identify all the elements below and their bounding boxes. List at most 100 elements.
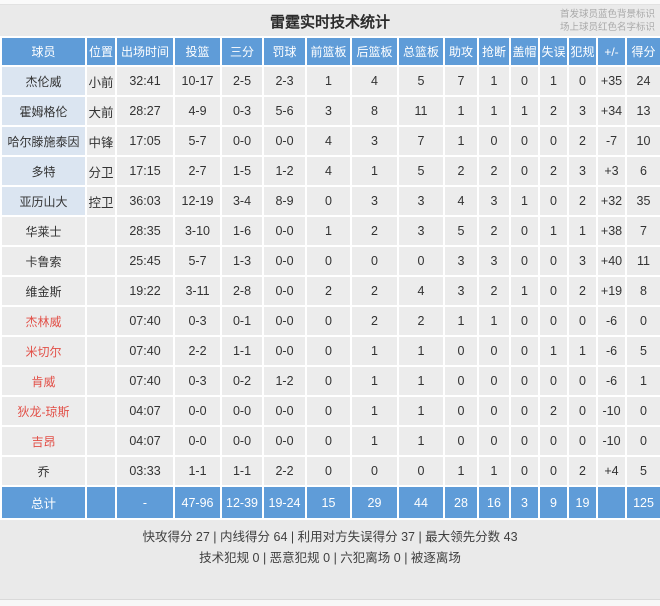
- stat-cell: 0: [350, 245, 399, 277]
- total-stat-cell: 44: [397, 485, 445, 520]
- column-header-11: 盖帽: [509, 36, 540, 67]
- stat-cell: 0: [305, 185, 352, 217]
- stat-cell: 0: [477, 395, 511, 427]
- stat-cell: 0: [567, 365, 598, 397]
- stat-cell: 3: [350, 125, 399, 157]
- stat-cell: 0-0: [262, 425, 307, 457]
- stat-cell: 1: [443, 455, 479, 487]
- stat-cell: 0: [443, 335, 479, 367]
- total-stat-cell: [85, 485, 117, 520]
- stat-cell: 2: [538, 95, 569, 127]
- stat-cell: 1: [350, 155, 399, 187]
- stat-cell: 0: [443, 425, 479, 457]
- stat-cell: 1: [443, 125, 479, 157]
- box-score-table: 球员 位置 出场时间 投篮 三分 罚球 前篮板 后篮板 总篮板 助攻 抢断 盖帽 失误 犯规 +/- 得分 杰…: [0, 36, 660, 520]
- stat-cell: 36:03: [115, 185, 175, 217]
- stat-cell: 0: [509, 455, 540, 487]
- player-row: 狄龙-琼斯 04:07 0-0 0-0 0-0 0 1 1 0 0 0 2 0 -10 0: [0, 395, 660, 427]
- stat-cell: 3: [305, 95, 352, 127]
- stat-cell: 07:40: [115, 365, 175, 397]
- stat-cell: +3: [596, 155, 627, 187]
- stat-cell: 7: [397, 125, 445, 157]
- stat-cell: 28:27: [115, 95, 175, 127]
- stat-cell: 0: [538, 185, 569, 217]
- stat-cell: 12-19: [173, 185, 222, 217]
- stat-cell: 0: [443, 395, 479, 427]
- stat-cell: 0: [305, 395, 352, 427]
- stat-cell: 0: [477, 365, 511, 397]
- stat-cell: 3: [443, 245, 479, 277]
- stat-cell: 0: [509, 305, 540, 337]
- stat-cell: +19: [596, 275, 627, 307]
- stat-cell: 0: [538, 455, 569, 487]
- stat-cell: 0: [625, 425, 660, 457]
- stat-cell: 5-7: [173, 125, 222, 157]
- player-row: 霍姆格伦 大前 28:27 4-9 0-3 5-6 3 8 11 1 1 1 2 3 +34 13: [0, 95, 660, 127]
- player-row: 亚历山大 控卫 36:03 12-19 3-4 8-9 0 3 3 4 3 1 0 2 +32 35: [0, 185, 660, 217]
- stat-cell: 2: [477, 275, 511, 307]
- footer-line-2: 技术犯规 0 | 恶意犯规 0 | 六犯离场 0 | 被逐离场: [199, 551, 461, 565]
- title-bar: 雷霆实时技术统计 首发球员蓝色背景标识 场上球员红色名字标识: [0, 5, 660, 36]
- stat-cell: 0: [538, 365, 569, 397]
- stat-cell: 0: [509, 365, 540, 397]
- stat-cell: 2: [477, 155, 511, 187]
- stat-cell: -10: [596, 395, 627, 427]
- stat-cell: 3-4: [220, 185, 264, 217]
- stat-cell: 0-0: [262, 395, 307, 427]
- stat-cell: 0: [509, 425, 540, 457]
- stat-cell: 0: [538, 245, 569, 277]
- stat-cell: 1: [538, 65, 569, 97]
- stat-cell: 2-7: [173, 155, 222, 187]
- stat-cell: +40: [596, 245, 627, 277]
- stat-cell: 0: [305, 245, 352, 277]
- stat-cell: 3: [397, 185, 445, 217]
- stat-cell: [85, 245, 117, 277]
- column-header-12: 失误: [538, 36, 569, 67]
- total-stat-cell: 125: [625, 485, 660, 520]
- total-stat-cell: 47-96: [173, 485, 222, 520]
- player-row: 吉昂 04:07 0-0 0-0 0-0 0 1 1 0 0 0 0 0 -10 0: [0, 425, 660, 457]
- stat-cell: [85, 365, 117, 397]
- column-header-5: 罚球: [262, 36, 307, 67]
- stat-cell: 0-0: [262, 245, 307, 277]
- stat-cell: 2: [567, 455, 598, 487]
- stat-cell: 04:07: [115, 425, 175, 457]
- total-stat-cell: 15: [305, 485, 352, 520]
- column-header-4: 三分: [220, 36, 264, 67]
- stat-cell: 5: [397, 155, 445, 187]
- stat-cell: 2-2: [173, 335, 222, 367]
- total-stat-cell: 12-39: [220, 485, 264, 520]
- stat-cell: 4: [305, 155, 352, 187]
- player-name-cell: 维金斯: [0, 275, 87, 307]
- stat-cell: 0-0: [220, 395, 264, 427]
- stat-cell: 2: [350, 215, 399, 247]
- stat-cell: 1: [397, 365, 445, 397]
- stat-cell: 1: [397, 395, 445, 427]
- player-row: 多特 分卫 17:15 2-7 1-5 1-2 4 1 5 2 2 0 2 3 +3 6: [0, 155, 660, 187]
- stat-cell: 0: [567, 305, 598, 337]
- stat-cell: 7: [625, 215, 660, 247]
- stat-cell: 03:33: [115, 455, 175, 487]
- total-stat-cell: 19: [567, 485, 598, 520]
- column-header-6: 前篮板: [305, 36, 352, 67]
- stat-cell: 0: [305, 365, 352, 397]
- stat-cell: 4: [350, 65, 399, 97]
- stat-cell: 07:40: [115, 335, 175, 367]
- page-title: 雷霆实时技术统计: [269, 14, 390, 31]
- total-stat-cell: -: [115, 485, 175, 520]
- stat-cell: +38: [596, 215, 627, 247]
- stat-cell: 0: [509, 125, 540, 157]
- stat-cell: 0: [538, 275, 569, 307]
- top-strip: [0, 0, 660, 5]
- stat-cell: 2: [538, 395, 569, 427]
- total-stat-cell: 3: [509, 485, 540, 520]
- stat-cell: 2: [567, 125, 598, 157]
- stat-cell: 35: [625, 185, 660, 217]
- stat-cell: +34: [596, 95, 627, 127]
- stat-cell: 19:22: [115, 275, 175, 307]
- stat-cell: 2: [477, 215, 511, 247]
- stat-cell: 28:35: [115, 215, 175, 247]
- stat-cell: 5: [625, 335, 660, 367]
- bottom-strip: [0, 599, 660, 606]
- stat-cell: 17:15: [115, 155, 175, 187]
